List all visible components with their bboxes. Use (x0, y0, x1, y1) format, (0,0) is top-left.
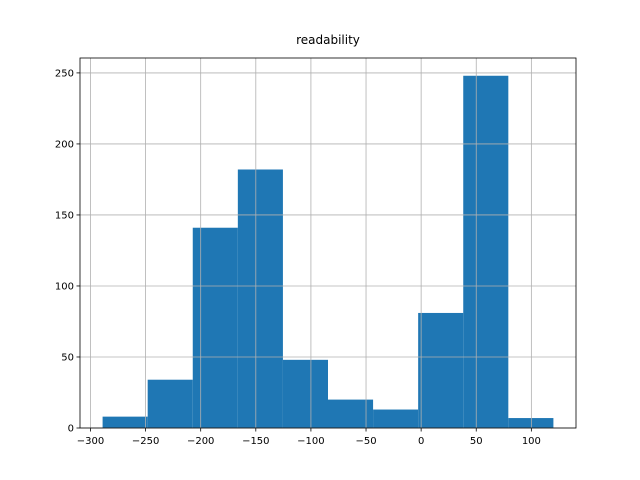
bar (508, 418, 554, 428)
y-tick-label: 250 (55, 68, 74, 79)
y-tick-label: 150 (55, 210, 74, 221)
y-tick-label: 100 (55, 281, 74, 292)
bar (102, 416, 148, 428)
x-tick-label: −250 (132, 436, 159, 447)
bar (328, 399, 374, 428)
plot-frame (79, 57, 577, 429)
bar (192, 227, 238, 428)
x-tick-label: 0 (418, 436, 424, 447)
x-tick-label: −50 (355, 436, 376, 447)
x-tick-label: −300 (77, 436, 104, 447)
x-tick-label: −100 (297, 436, 324, 447)
chart-title: readability (296, 33, 360, 47)
y-tick-label: 0 (68, 424, 74, 435)
x-tick-label: 100 (522, 436, 541, 447)
bar (237, 169, 283, 428)
x-tick-label: 50 (470, 436, 483, 447)
y-tick-label: 50 (61, 352, 74, 363)
bar (373, 409, 419, 428)
x-tick-label: −150 (242, 436, 269, 447)
bar (147, 379, 193, 428)
bar (463, 75, 509, 428)
y-tick-label: 200 (55, 139, 74, 150)
x-tick-label: −200 (187, 436, 214, 447)
bar (282, 359, 328, 428)
bar (418, 312, 464, 428)
